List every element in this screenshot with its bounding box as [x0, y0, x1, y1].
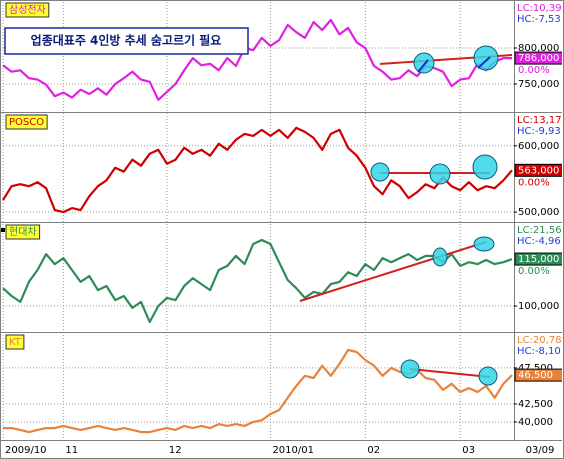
highlight-circle: [472, 154, 498, 180]
lc-label: LC:10,39: [517, 3, 562, 14]
y-tick-label: 100,000: [518, 301, 559, 312]
last-value-label: 46,500: [518, 370, 553, 381]
annotation: 업종대표주 4인방 추세 숨고르기 필요: [31, 33, 222, 48]
arrow: [417, 59, 429, 73]
panel-title: POSCO: [9, 117, 44, 128]
change-label: 0.00%: [518, 177, 550, 188]
lc-label: LC:21,56: [517, 225, 562, 236]
grid-layer: [2, 2, 514, 441]
lc-label: LC:13,17: [517, 115, 562, 126]
x-tick-label: 2010/01: [272, 445, 314, 456]
trend-line: [299, 241, 487, 302]
hc-label: HC:-8,10: [517, 346, 561, 357]
x-tick-label: 03: [462, 445, 475, 456]
panel-title-bg: [5, 114, 48, 130]
highlight-circle: [478, 366, 498, 386]
last-value-box: [514, 252, 562, 266]
lc-label: LC:20,78: [517, 335, 562, 346]
hc-label: HC:-9,93: [517, 126, 561, 137]
arrow: [477, 56, 491, 69]
highlight-circle: [400, 359, 420, 379]
panel-title-bg: [5, 224, 41, 240]
panel-title-bg: [5, 2, 50, 18]
y-tick-label: 40,000: [518, 417, 553, 428]
annotation-box: [4, 27, 249, 55]
price-line: [2, 238, 513, 324]
hc-label: HC:-4,96: [517, 236, 561, 247]
hc-label: HC:-7,53: [517, 14, 561, 25]
y-tick-label: 47,500: [518, 363, 553, 374]
panel-title: KT: [9, 337, 22, 348]
last-value-label: 563,000: [518, 165, 559, 176]
change-label: 0.00%: [518, 65, 550, 76]
highlight-circle: [432, 247, 448, 267]
x-tick-label: 12: [169, 445, 182, 456]
last-value-box: [514, 368, 562, 382]
panel-marker: [1, 228, 5, 232]
last-value-box: [514, 51, 562, 65]
highlight-circle: [429, 163, 451, 185]
x-tick-label: 02: [367, 445, 380, 456]
change-label: 0.00%: [518, 266, 550, 277]
last-value-box: [514, 163, 562, 177]
y-tick-label: 500,000: [518, 207, 559, 218]
last-date: 03/09: [526, 445, 555, 456]
x-tick-label: 2009/10: [5, 445, 47, 456]
last-value-label: 115,000: [518, 254, 559, 265]
y-tick-label: 800,000: [518, 43, 559, 54]
panel-title-bg: [5, 334, 25, 350]
trend-line: [409, 368, 491, 378]
trend-annotations: [299, 45, 513, 386]
panel-title: 삼성전자: [9, 4, 46, 16]
highlight-circle: [473, 45, 499, 71]
y-tick-label: 750,000: [518, 79, 559, 90]
last-value-label: 786,000: [518, 53, 559, 64]
x-tick-label: 11: [65, 445, 78, 456]
highlight-circle: [413, 52, 435, 74]
highlight-circle: [473, 236, 495, 252]
panel-title: 현대차: [9, 226, 37, 238]
y-tick-label: 600,000: [518, 141, 559, 152]
y-tick-label: 42,500: [518, 399, 553, 410]
price-line: [2, 126, 513, 214]
highlight-circle: [370, 162, 390, 182]
price-line: [3, 348, 513, 434]
